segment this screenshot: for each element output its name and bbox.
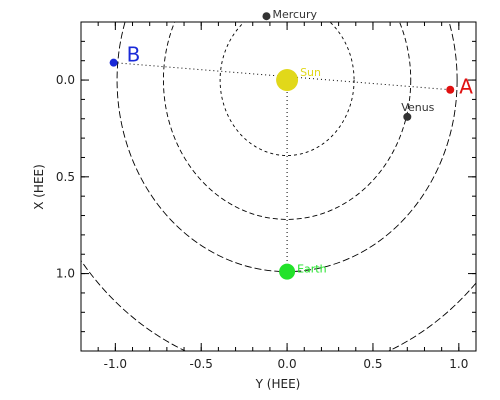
- y-axis-label: X (HEE): [32, 164, 46, 210]
- earth-marker: [279, 263, 296, 280]
- x-tick-label: 0.5: [363, 357, 382, 371]
- plot-frame: [80, 21, 477, 352]
- orbit-1: [219, 22, 355, 156]
- orbit-2: [163, 22, 412, 220]
- a-label: A: [459, 75, 473, 99]
- y-tick-label: 0.0: [56, 73, 75, 87]
- venus-marker: [403, 112, 412, 121]
- x-tick-label: -0.5: [190, 357, 213, 371]
- x-tick-label: 0.0: [278, 357, 297, 371]
- a-marker: [446, 85, 455, 94]
- sun-marker: [276, 69, 299, 92]
- x-tick-label: -1.0: [104, 357, 127, 371]
- orbit-4: [81, 259, 476, 351]
- venus-label: Venus: [401, 101, 434, 114]
- y-tick-label: 1.0: [56, 267, 75, 281]
- mercury-label: Mercury: [272, 8, 317, 21]
- x-axis-label: Y (HEE): [255, 377, 301, 391]
- sun-label: Sun: [300, 66, 321, 79]
- earth-label: Earth: [297, 263, 327, 276]
- b-marker: [109, 58, 118, 67]
- b-label: B: [127, 43, 141, 67]
- y-tick-label: 0.5: [56, 170, 75, 184]
- mercury-marker: [262, 12, 271, 21]
- x-tick-label: 1.0: [449, 357, 468, 371]
